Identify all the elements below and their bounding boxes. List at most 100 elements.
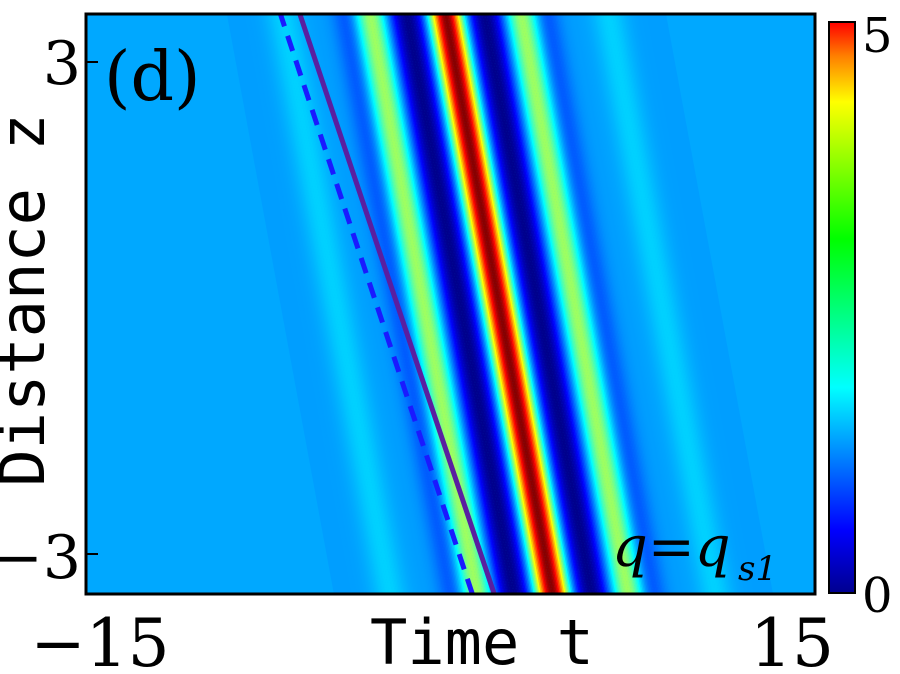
heatmap-band — [431, 14, 540, 594]
heatmap-band — [454, 14, 563, 594]
heatmap-band — [314, 14, 423, 594]
heatmap-band — [410, 14, 520, 594]
heatmap-band — [390, 14, 499, 594]
heatmap-band — [460, 14, 569, 594]
heatmap-band — [267, 14, 377, 594]
heatmap-band — [372, 14, 482, 594]
heatmap-band — [315, 14, 425, 594]
heatmap-band — [492, 14, 601, 594]
heatmap-band — [660, 14, 769, 594]
heatmap-band — [591, 14, 701, 594]
heatmap-band — [635, 14, 744, 594]
heatmap-band — [537, 14, 647, 594]
heatmap-band — [645, 14, 754, 594]
heatmap-band — [473, 14, 582, 594]
heatmap-band — [382, 14, 492, 594]
x-ticks: −15 15 — [30, 605, 834, 674]
heatmap-band — [657, 14, 766, 594]
heatmap-band — [610, 14, 719, 594]
heatmap-band — [487, 14, 597, 594]
heatmap-band — [247, 14, 356, 594]
heatmap-band — [547, 14, 657, 594]
heatmap-band — [496, 14, 606, 594]
heatmap-band — [524, 14, 633, 594]
heatmap-band — [276, 14, 386, 594]
heatmap-band — [259, 14, 368, 594]
heatmap-band — [546, 14, 655, 594]
heatmap-band — [566, 14, 676, 594]
solid-overlay-line — [297, 14, 497, 594]
heatmap-band — [234, 14, 343, 594]
heatmap-band — [606, 14, 715, 594]
heatmap-band — [396, 14, 505, 594]
heatmap-band — [630, 14, 740, 594]
heatmap-band — [550, 14, 660, 594]
heatmap-band — [469, 14, 578, 594]
heatmap-band — [245, 14, 355, 594]
heatmap-band — [614, 14, 724, 594]
heatmap-band — [273, 14, 383, 594]
heatmap-band — [438, 14, 547, 594]
heatmap-band — [442, 14, 552, 594]
heatmap-bands — [226, 14, 773, 594]
annotation-main: q=q — [612, 515, 731, 580]
heatmap-band — [257, 14, 367, 594]
heatmap-band — [296, 14, 406, 594]
x-axis-label: Time t — [370, 606, 594, 674]
heatmap-band — [642, 14, 752, 594]
heatmap-band — [304, 14, 413, 594]
heatmap-band — [479, 14, 588, 594]
heatmap-band — [662, 14, 772, 594]
heatmap-band — [646, 14, 756, 594]
heatmap-band — [482, 14, 591, 594]
heatmap-band — [477, 14, 587, 594]
heatmap-band — [404, 14, 514, 594]
heatmap-band — [552, 14, 661, 594]
heatmap-band — [617, 14, 727, 594]
heatmap-band — [387, 14, 496, 594]
heatmap-band — [622, 14, 731, 594]
heatmap-band — [330, 14, 440, 594]
heatmap-band — [238, 14, 348, 594]
panel-label: (d) — [104, 38, 201, 117]
heatmap-band — [369, 14, 479, 594]
heatmap-band — [391, 14, 501, 594]
heatmap-band — [490, 14, 600, 594]
heatmap-band — [534, 14, 644, 594]
heatmap-band — [655, 14, 765, 594]
heatmap-band — [539, 14, 648, 594]
heatmap-band — [425, 14, 534, 594]
heatmap-band — [633, 14, 743, 594]
heatmap-band — [664, 14, 773, 594]
heatmap-band — [493, 14, 603, 594]
heatmap-band — [568, 14, 677, 594]
heatmap-band — [311, 14, 421, 594]
y-tick-top: 3 — [43, 29, 81, 99]
heatmap-band — [527, 14, 636, 594]
heatmap-band — [244, 14, 354, 594]
heatmap-band — [278, 14, 387, 594]
heatmap-band — [415, 14, 524, 594]
heatmap-band — [349, 14, 458, 594]
heatmap-band — [261, 14, 371, 594]
heatmap-band — [292, 14, 402, 594]
heatmap-band — [509, 14, 619, 594]
heatmap-band — [511, 14, 620, 594]
heatmap-band — [571, 14, 680, 594]
heatmap-band — [649, 14, 759, 594]
heatmap-band — [654, 14, 763, 594]
heatmap-band — [455, 14, 565, 594]
heatmap-band — [576, 14, 686, 594]
heatmap-band — [350, 14, 460, 594]
heatmap-band — [505, 14, 614, 594]
heatmap-band — [232, 14, 342, 594]
x-tick-right: 15 — [750, 605, 834, 674]
heatmap-band — [563, 14, 673, 594]
heatmap-band — [441, 14, 550, 594]
heatmap-band — [584, 14, 693, 594]
heatmap-band — [422, 14, 531, 594]
heatmap-band — [543, 14, 652, 594]
colorbar: 5 0 — [828, 8, 893, 624]
heatmap-band — [540, 14, 649, 594]
heatmap-band — [661, 14, 770, 594]
